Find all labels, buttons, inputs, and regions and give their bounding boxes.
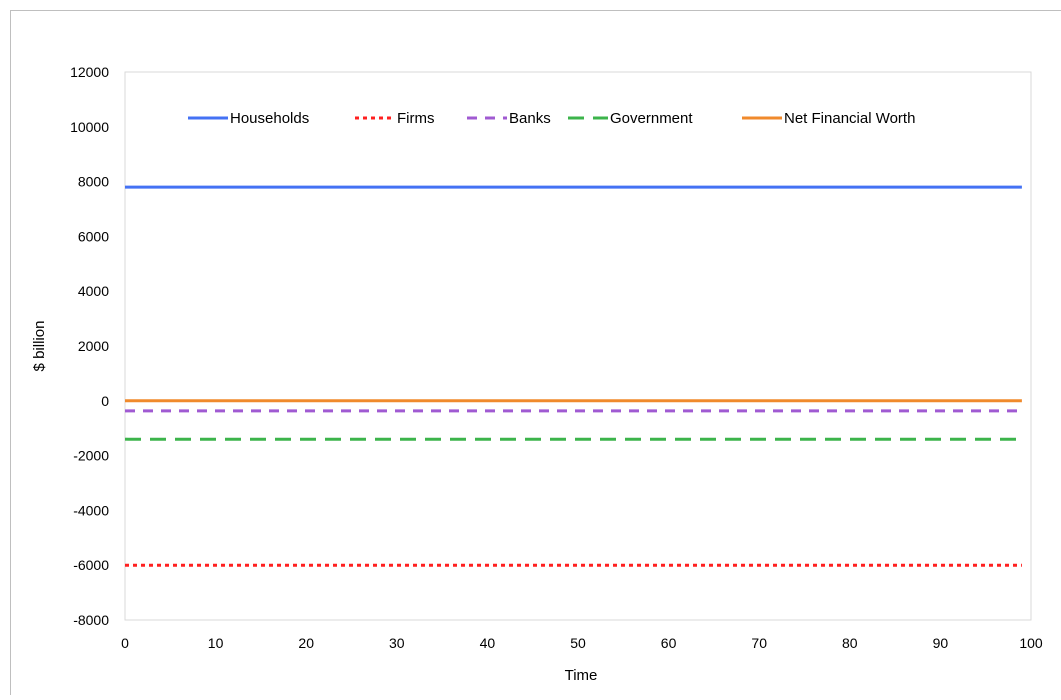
- x-tick-label: 80: [842, 635, 858, 651]
- y-tick-label: 8000: [78, 174, 109, 190]
- y-tick-label: 4000: [78, 283, 109, 299]
- y-tick-label: 10000: [70, 119, 109, 135]
- y-tick-label: 2000: [78, 338, 109, 354]
- x-axis-label: Time: [565, 667, 598, 684]
- plot-area: [125, 72, 1031, 620]
- y-tick-label: 0: [101, 393, 109, 409]
- legend-label: Banks: [509, 110, 551, 127]
- legend-label: Net Financial Worth: [784, 110, 915, 127]
- legend-label: Households: [230, 110, 309, 127]
- x-tick-label: 50: [570, 635, 586, 651]
- y-tick-label: 6000: [78, 228, 109, 244]
- x-tick-label: 90: [933, 635, 949, 651]
- legend-label: Firms: [397, 110, 435, 127]
- y-tick-label: -4000: [73, 502, 109, 518]
- x-tick-label: 20: [298, 635, 314, 651]
- x-tick-label: 100: [1019, 635, 1043, 651]
- legend-label: Government: [610, 110, 693, 127]
- x-tick-label: 30: [389, 635, 405, 651]
- y-axis-label: $ billion: [31, 321, 48, 372]
- y-tick-label: -2000: [73, 448, 109, 464]
- x-tick-label: 70: [751, 635, 767, 651]
- y-tick-label: -6000: [73, 557, 109, 573]
- x-tick-label: 60: [661, 635, 677, 651]
- x-tick-label: 0: [121, 635, 129, 651]
- x-tick-label: 40: [480, 635, 496, 651]
- x-tick-label: 10: [208, 635, 224, 651]
- y-tick-label: -8000: [73, 612, 109, 628]
- y-tick-label: 12000: [70, 64, 109, 80]
